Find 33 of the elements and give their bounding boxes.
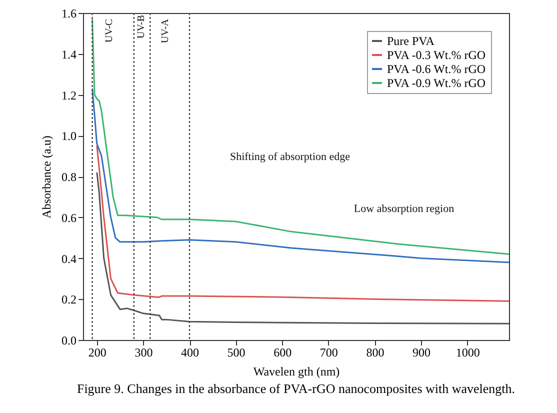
line-series <box>92 88 510 264</box>
x-tick-label: 400 <box>181 346 199 360</box>
annotation: UV-B <box>136 14 147 39</box>
x-tick-label: 300 <box>134 346 153 360</box>
y-tick-label: 0.0 <box>62 334 76 348</box>
y-tick-label: 1.0 <box>62 129 76 144</box>
annotation: Low absorption region <box>354 203 455 215</box>
annotation: Shifting of absorption edge <box>230 151 350 163</box>
y-tick-label: 1.6 <box>62 6 76 20</box>
annotation: UV-C <box>104 18 115 43</box>
legend-label: Pure PVA <box>387 34 435 48</box>
y-tick-label: 1.4 <box>62 47 76 62</box>
x-tick-label: 800 <box>366 346 384 360</box>
x-tick-label: 700 <box>320 346 338 360</box>
y-tick-label: 0.4 <box>62 252 76 266</box>
x-tick-label: 900 <box>412 346 431 360</box>
x-tick-label: 200 <box>88 346 106 360</box>
y-tick-label: 1.2 <box>62 88 76 102</box>
x-tick-label: 500 <box>227 346 246 360</box>
x-axis-title: Wavelen gth (nm) <box>253 364 340 378</box>
line-series <box>96 145 510 302</box>
y-axis-title: Absorbance (a.u) <box>40 136 54 218</box>
x-tick-label: 600 <box>274 346 292 360</box>
legend-label: PVA -0.9 Wt.% rGO <box>387 76 486 90</box>
y-tick-label: 0.8 <box>62 170 76 184</box>
text: Figure 9. Changes in the absorbance of PVA-rGO nanocomposites with wavelength. <box>76 381 516 396</box>
line-series <box>96 172 510 324</box>
y-tick-label: 0.6 <box>62 210 76 225</box>
legend-label: PVA -0.6 Wt.% rGO <box>387 62 486 76</box>
y-tick-label: 0.2 <box>62 292 76 307</box>
legend-label: PVA -0.3 Wt.% rGO <box>387 48 486 62</box>
x-tick-label: 1000 <box>456 346 480 360</box>
annotation: UV-A <box>160 18 171 44</box>
